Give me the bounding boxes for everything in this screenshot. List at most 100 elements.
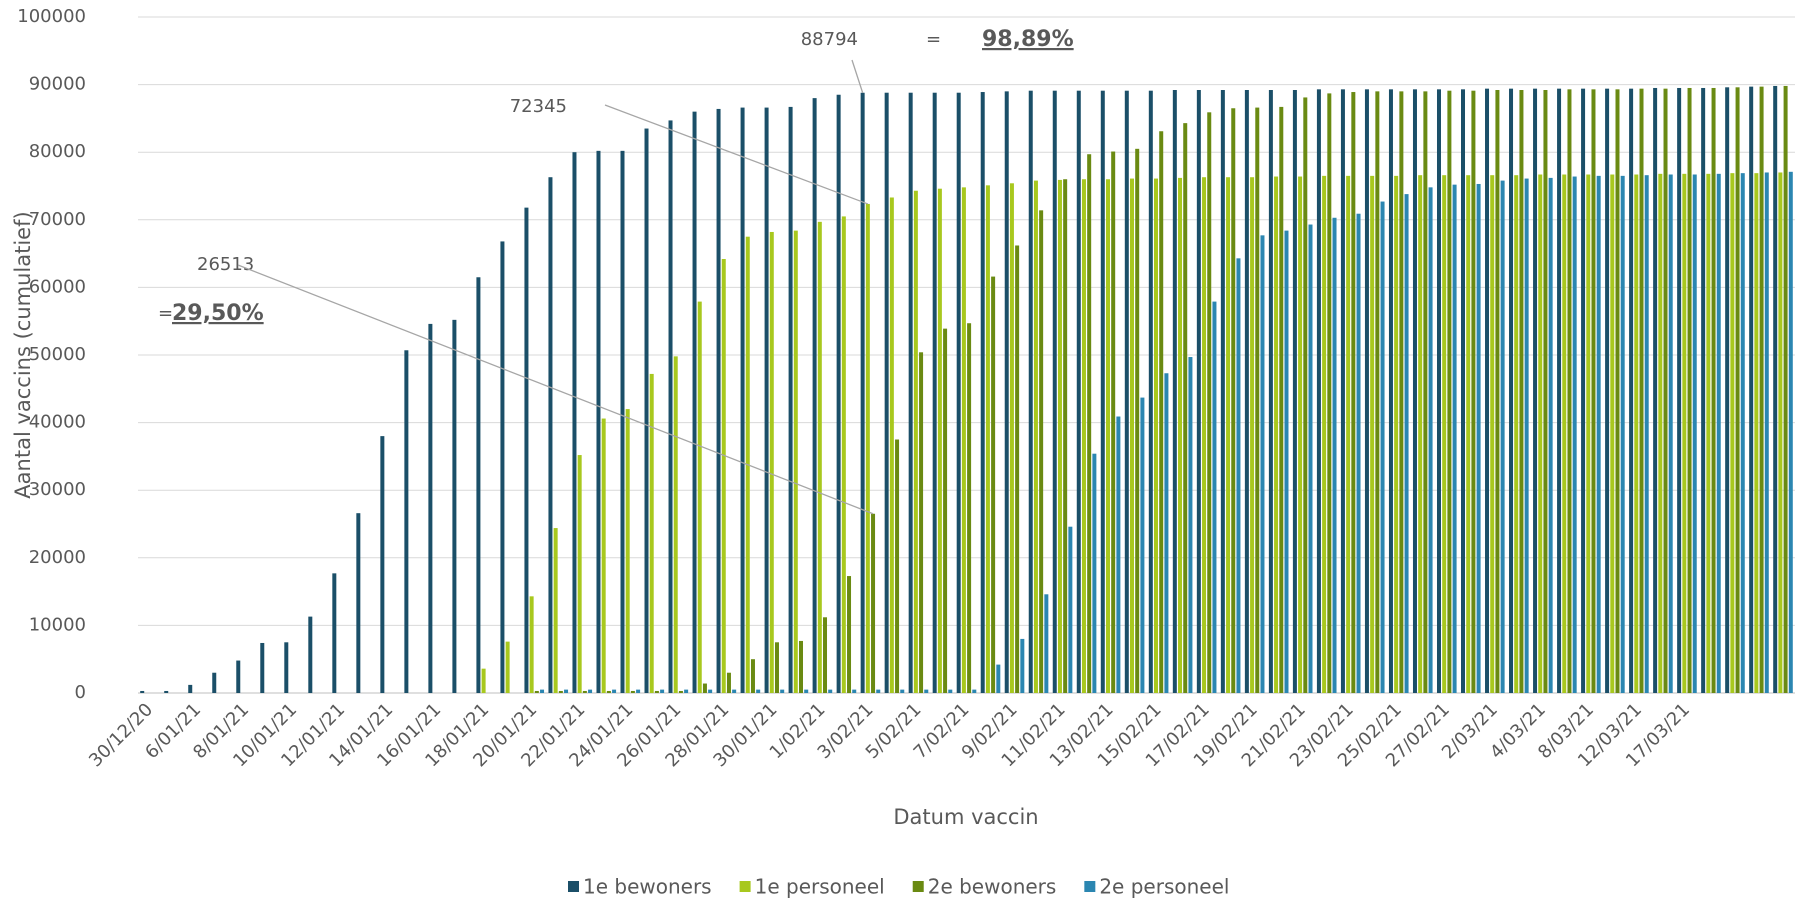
legend-swatch: [912, 881, 924, 892]
bar: [1260, 235, 1265, 693]
bar: [1485, 88, 1490, 693]
y-tick-label: 80000: [29, 141, 86, 162]
bar: [500, 241, 505, 693]
y-tick-label: 20000: [29, 547, 86, 568]
bar: [625, 409, 630, 693]
bar: [1596, 175, 1601, 694]
bar: [1255, 107, 1260, 694]
bar: [919, 352, 924, 693]
bar: [1644, 175, 1649, 693]
bar: [188, 684, 193, 693]
bar: [1212, 301, 1217, 693]
bar: [620, 150, 625, 693]
bar: [660, 689, 665, 693]
bar: [721, 259, 726, 693]
bar: [1706, 173, 1711, 693]
bar: [985, 185, 990, 693]
bar: [1778, 172, 1783, 694]
legend-label: 1e bewoners: [583, 875, 712, 899]
bar: [1701, 87, 1706, 694]
bar: [1231, 108, 1236, 693]
bar: [1471, 90, 1476, 693]
annotation: 26513: [197, 254, 254, 275]
bar: [1322, 175, 1327, 694]
bar: [1135, 148, 1140, 693]
bar: [1268, 90, 1273, 694]
bar: [961, 187, 966, 694]
bar: [697, 301, 702, 693]
bar: [1591, 89, 1596, 693]
bar: [943, 328, 948, 693]
bar: [895, 439, 900, 693]
bar: [1124, 90, 1129, 693]
y-tick-label: 70000: [29, 209, 86, 230]
bar: [1543, 90, 1548, 694]
bar: [1092, 453, 1097, 693]
bar: [764, 107, 769, 694]
bar: [884, 92, 889, 694]
bar: [644, 128, 649, 694]
bar: [1380, 201, 1385, 693]
bar: [774, 642, 779, 693]
y-tick-label: 100000: [17, 6, 86, 27]
bar: [798, 640, 803, 693]
bar: [1244, 90, 1249, 694]
bar: [1423, 91, 1428, 694]
y-tick-label: 0: [75, 682, 86, 703]
bar: [1436, 89, 1441, 693]
x-axis-title: Datum vaccin: [893, 805, 1038, 829]
bar: [164, 690, 169, 693]
bar: [1562, 174, 1567, 693]
bar: [1783, 85, 1788, 693]
x-tick-label: 30/12/20: [85, 699, 157, 771]
bar: [1140, 397, 1145, 693]
bar: [1308, 224, 1313, 694]
bar: [1111, 151, 1116, 694]
bar: [1274, 176, 1279, 693]
bar: [1725, 87, 1730, 693]
bar: [1466, 175, 1471, 693]
bar: [756, 689, 761, 693]
bar: [1015, 245, 1020, 693]
bar: [876, 689, 881, 693]
bar: [212, 672, 217, 693]
bar: [572, 152, 577, 693]
bar: [1148, 90, 1153, 693]
bar: [937, 188, 942, 694]
bar: [1629, 88, 1634, 693]
bar: [540, 689, 545, 693]
bar: [948, 689, 953, 693]
bar: [750, 659, 755, 693]
bar: [260, 642, 265, 693]
bar: [1557, 88, 1562, 693]
bar: [1052, 90, 1057, 693]
bar: [1586, 174, 1591, 693]
bar: [836, 94, 841, 694]
bar: [788, 106, 793, 693]
bar: [1692, 174, 1697, 693]
bar: [564, 689, 569, 693]
bar: [1399, 91, 1404, 694]
bar: [636, 689, 641, 693]
bar: [852, 689, 857, 693]
bar: [1447, 90, 1452, 693]
bar: [716, 108, 721, 694]
bar: [356, 513, 361, 693]
annotation: 88794: [801, 29, 858, 50]
bar: [684, 689, 689, 693]
bar: [1773, 85, 1778, 693]
bar: [1220, 90, 1225, 694]
bar: [1404, 194, 1409, 693]
bar: [654, 690, 659, 693]
bar: [780, 689, 785, 693]
bar: [588, 689, 593, 693]
y-tick-label: 40000: [29, 412, 86, 433]
bar: [823, 617, 828, 693]
bar: [630, 690, 635, 693]
bar: [1236, 258, 1241, 693]
bar: [1490, 175, 1495, 693]
bar: [524, 207, 529, 693]
bar: [702, 683, 707, 693]
bar: [1183, 123, 1188, 693]
bar: [678, 690, 683, 693]
